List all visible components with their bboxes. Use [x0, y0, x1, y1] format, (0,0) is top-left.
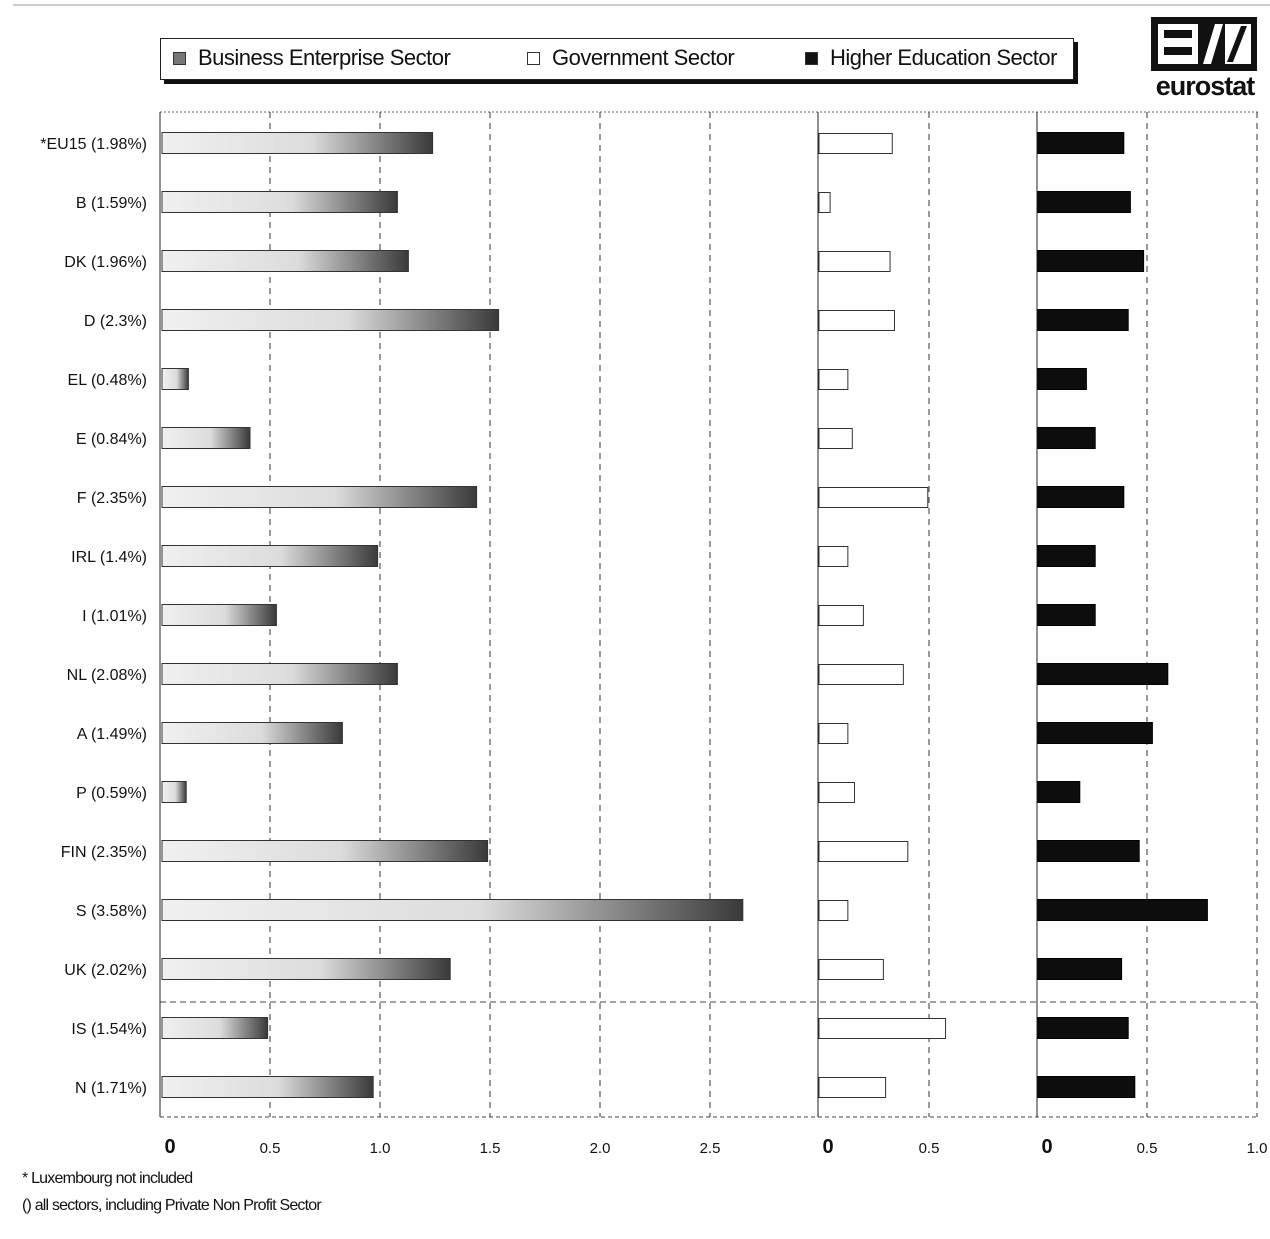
business-bar	[161, 132, 434, 154]
legend-item-higher: Higher Education Sector	[805, 45, 1057, 71]
government-bar	[818, 782, 856, 803]
government-bar	[818, 723, 849, 744]
business-bar	[161, 1076, 374, 1098]
x-tick-label: 0	[1041, 1136, 1052, 1158]
government-bar	[818, 959, 884, 980]
category-label: S (3.58%)	[76, 903, 147, 920]
x-tick-label: 1.0	[1247, 1140, 1268, 1157]
category-label: F (2.35%)	[77, 490, 147, 507]
business-bar	[161, 191, 398, 213]
legend-label-business: Business Enterprise Sector	[198, 45, 451, 70]
business-bar	[161, 604, 277, 626]
higher-education-bar	[1037, 840, 1140, 862]
business-bar	[161, 840, 489, 862]
category-label: E (0.84%)	[76, 431, 147, 448]
category-label: IRL (1.4%)	[71, 549, 147, 566]
legend-label-government: Government Sector	[552, 45, 735, 70]
higher-education-bar	[1037, 1017, 1129, 1039]
higher-education-bar	[1037, 132, 1125, 154]
government-bar	[818, 251, 891, 272]
business-bar	[161, 663, 398, 685]
category-label: A (1.49%)	[77, 726, 147, 743]
category-label: B (1.59%)	[76, 195, 147, 212]
category-label: P (0.59%)	[76, 785, 147, 802]
government-bar	[818, 1018, 947, 1039]
x-tick-label: 1.5	[480, 1140, 501, 1157]
legend-swatch-business	[173, 51, 186, 65]
government-bar	[818, 841, 909, 862]
government-bar	[818, 133, 893, 154]
higher-education-bar	[1037, 1076, 1136, 1098]
higher-education-bar	[1037, 781, 1081, 803]
business-bar	[161, 486, 478, 508]
government-bar	[818, 1077, 887, 1098]
government-bar	[818, 546, 849, 567]
business-bar	[161, 250, 409, 272]
business-bar	[161, 781, 187, 803]
government-bar	[818, 487, 929, 508]
higher-education-bar	[1037, 899, 1208, 921]
x-tick-label: 1.0	[370, 1140, 391, 1157]
eurostat-logo: eurostat	[1149, 17, 1261, 101]
government-bar	[818, 605, 864, 626]
business-bar	[161, 309, 500, 331]
business-bar	[161, 545, 379, 567]
legend-label-higher: Higher Education Sector	[830, 45, 1057, 70]
higher-education-bar	[1037, 250, 1145, 272]
government-bar	[818, 428, 853, 449]
business-bar	[161, 958, 451, 980]
business-bar	[161, 722, 343, 744]
government-bar	[818, 664, 904, 685]
x-tick-label: 0	[822, 1136, 833, 1158]
x-tick-label: 2.5	[700, 1140, 721, 1157]
government-bar	[818, 900, 849, 921]
higher-education-bar	[1037, 604, 1096, 626]
x-tick-label: 0	[164, 1136, 175, 1158]
higher-education-bar	[1037, 722, 1153, 744]
higher-education-bar	[1037, 486, 1125, 508]
category-label: EL (0.48%)	[68, 372, 147, 389]
x-tick-label: 0.5	[1137, 1140, 1158, 1157]
eurostat-logo-icon	[1158, 24, 1251, 64]
government-bar	[818, 192, 831, 213]
eurostat-logo-text: eurostat	[1155, 71, 1256, 101]
legend-item-government: Government Sector	[527, 45, 735, 71]
category-label: FIN (2.35%)	[61, 844, 147, 861]
legend: Business Enterprise Sector Government Se…	[160, 38, 1074, 80]
higher-education-bar	[1037, 427, 1096, 449]
higher-education-bar	[1037, 368, 1087, 390]
business-bar	[161, 427, 251, 449]
category-label: NL (2.08%)	[67, 667, 147, 684]
legend-item-business: Business Enterprise Sector	[173, 45, 451, 71]
business-bar	[161, 899, 744, 921]
higher-education-bar	[1037, 958, 1123, 980]
category-label: IS (1.54%)	[71, 1021, 147, 1038]
government-bar	[818, 310, 895, 331]
x-tick-label: 0.5	[260, 1140, 281, 1157]
business-bar	[161, 1017, 269, 1039]
category-label: *EU15 (1.98%)	[40, 136, 147, 153]
footnote-parens: () all sectors, including Private Non Pr…	[22, 1197, 322, 1214]
category-label: N (1.71%)	[75, 1080, 147, 1097]
category-label: DK (1.96%)	[64, 254, 147, 271]
higher-education-bar	[1037, 545, 1096, 567]
category-label: I (1.01%)	[82, 608, 147, 625]
footnote-asterisk: * Luxembourg not included	[22, 1170, 193, 1187]
x-tick-label: 2.0	[590, 1140, 611, 1157]
eurostat-logo-mark	[1151, 17, 1257, 71]
government-bar	[818, 369, 849, 390]
higher-education-bar	[1037, 309, 1129, 331]
x-tick-label: 0.5	[919, 1140, 940, 1157]
legend-swatch-higher	[805, 51, 818, 65]
category-label: D (2.3%)	[84, 313, 147, 330]
legend-swatch-government	[527, 51, 540, 65]
category-label: UK (2.02%)	[64, 962, 147, 979]
business-bar	[161, 368, 189, 390]
higher-education-bar	[1037, 191, 1131, 213]
higher-education-bar	[1037, 663, 1169, 685]
